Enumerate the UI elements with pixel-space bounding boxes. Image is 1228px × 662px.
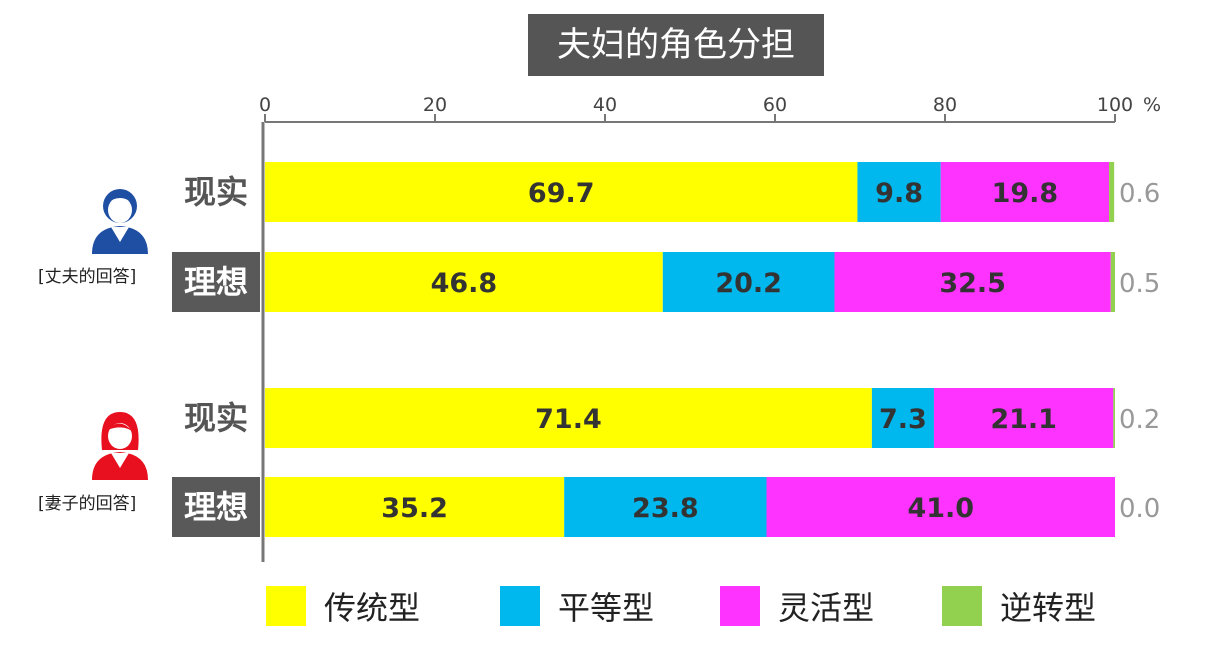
bar-g1-r0-s1 (871, 388, 934, 448)
data-label-g0-r1-s0: 46.8 (431, 268, 498, 299)
legend-label-flexible: 灵活型 (778, 589, 875, 627)
bar-g1-r1-s1 (564, 477, 767, 537)
legend-item-flexible: 灵活型 (720, 584, 874, 628)
chart-title: 夫妇的角色分担 (557, 25, 795, 65)
data-label-g1-r0-s3: 0.2 (1119, 405, 1160, 435)
row-label-husband-ideal: 理想 (172, 252, 260, 312)
bar-g0-r0-s0 (265, 162, 858, 222)
bar-g1-r0-s2 (933, 388, 1114, 448)
x-tick-label-5: 100 (1097, 94, 1133, 116)
bar-g0-r0-s1 (857, 162, 941, 222)
data-label-g0-r1-s3: 0.5 (1119, 269, 1160, 299)
legend-item-equal: 平等型 (500, 584, 654, 628)
data-label-g0-r0-s2: 19.8 (992, 178, 1059, 209)
bar-g0-r1-s3 (1110, 252, 1115, 312)
legend-label-traditional: 传统型 (324, 589, 421, 627)
x-tick-label-4: 80 (933, 94, 957, 116)
bar-g0-r0-s3 (1109, 162, 1115, 222)
data-label-g1-r1-s2: 41.0 (907, 493, 974, 524)
data-label-g1-r0-s2: 21.1 (990, 404, 1057, 435)
bar-g1-r0-s0 (265, 388, 872, 448)
data-label-g0-r0-s3: 0.6 (1119, 179, 1160, 209)
legend-label-equal: 平等型 (558, 589, 655, 627)
legend-swatch-equal (500, 586, 540, 626)
bar-g0-r1-s1 (662, 252, 835, 312)
row-label-wife-reality: 现实 (183, 399, 248, 437)
female-user-icon (92, 412, 148, 480)
data-label-g1-r1-s3: 0.0 (1119, 494, 1160, 524)
bar-g1-r1-s2 (766, 477, 1115, 537)
data-label-g1-r1-s1: 23.8 (632, 493, 699, 524)
data-label-g0-r1-s2: 32.5 (939, 268, 1006, 299)
title-background (528, 14, 824, 76)
legend-label-reversed: 逆转型 (1000, 589, 1097, 627)
bar-g0-r1-s2 (834, 252, 1111, 312)
x-tick-label-2: 40 (593, 94, 617, 116)
row-label-wife-ideal: 理想 (172, 477, 260, 537)
legend-item-traditional: 传统型 (266, 584, 420, 628)
data-label-g1-r1-s0: 35.2 (381, 493, 448, 524)
x-tick-label-0: 0 (259, 94, 271, 116)
group-label-husband: [丈夫的回答] (38, 267, 137, 287)
group-label-wife: [妻子的回答] (38, 494, 137, 514)
x-tick-label-3: 60 (763, 94, 787, 116)
bar-g1-r1-s0 (265, 477, 565, 537)
bar-g0-r1-s0 (265, 252, 663, 312)
male-user-icon (92, 189, 148, 254)
bar-g0-r0-s2 (940, 162, 1110, 222)
legend-swatch-traditional (266, 586, 306, 626)
row-label-husband-reality: 现实 (183, 173, 248, 211)
data-label-g1-r0-s0: 71.4 (535, 404, 602, 435)
legend-swatch-reversed (942, 586, 982, 626)
data-label-g0-r0-s1: 9.8 (875, 178, 923, 209)
data-label-g0-r0-s0: 69.7 (528, 178, 595, 209)
x-tick-label-1: 20 (423, 94, 447, 116)
legend-item-reversed: 逆转型 (942, 584, 1096, 628)
x-axis-unit: % (1143, 94, 1161, 116)
data-label-g0-r1-s1: 20.2 (715, 268, 782, 299)
bar-g1-r0-s3 (1113, 388, 1115, 448)
legend-swatch-flexible (720, 586, 760, 626)
data-label-g1-r0-s1: 7.3 (879, 404, 927, 435)
